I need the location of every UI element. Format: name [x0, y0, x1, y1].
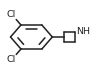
Text: Cl: Cl — [7, 10, 16, 19]
Text: NH: NH — [76, 27, 90, 36]
Text: Cl: Cl — [7, 55, 16, 64]
